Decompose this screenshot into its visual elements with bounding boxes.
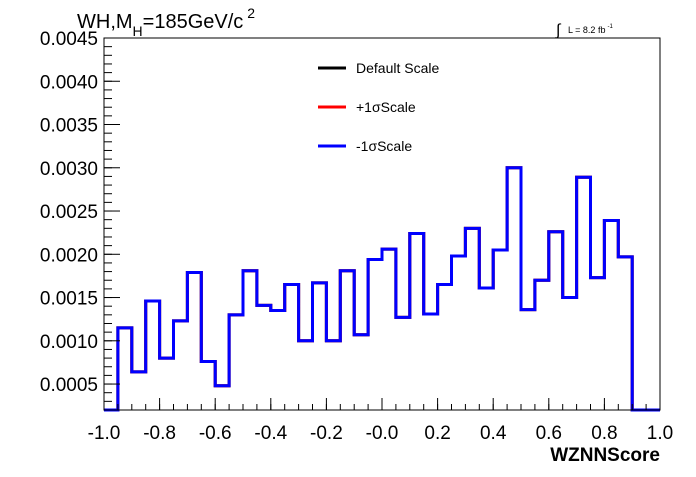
x-tick-label: 1.0 <box>647 423 673 444</box>
x-tick-label: -1.0 <box>88 423 121 444</box>
integral-symbol: ∫ <box>555 22 562 39</box>
y-tick-label: 0.0010 <box>40 332 98 353</box>
x-tick-label: 0.4 <box>480 423 507 444</box>
legend-label: -1σScale <box>356 138 412 154</box>
x-tick-label: 0.2 <box>424 423 450 444</box>
x-tick-label: -0.6 <box>199 423 232 444</box>
x-tick-label: -0.8 <box>143 423 176 444</box>
x-tick-label: -0.2 <box>310 423 343 444</box>
legend-label: Default Scale <box>356 60 439 76</box>
x-tick-label: 0.8 <box>591 423 617 444</box>
x-tick-label: -0.0 <box>366 423 399 444</box>
y-tick-label: 0.0005 <box>40 375 98 396</box>
y-tick-label: 0.0035 <box>40 116 98 137</box>
y-tick-label: 0.0040 <box>40 72 98 93</box>
series-layer <box>104 166 660 412</box>
y-axis: 0.0005 0.0010 0.0015 0.0020 0.0025 0.0030 0.00… <box>40 29 120 411</box>
y-tick-label: 0.0015 <box>40 289 98 310</box>
y-tick-label: 0.0045 <box>40 29 98 50</box>
luminosity-label: L = 8.2 fb -1 <box>568 24 613 35</box>
y-tick-label: 0.0020 <box>40 245 98 266</box>
x-axis: -1.0 -0.8 -0.6 -0.4 -0.2 -0.0 0.2 0.4 0.6 0.8 1.0 <box>88 398 673 444</box>
x-tick-label: 0.6 <box>536 423 562 444</box>
y-tick-label: 0.0030 <box>40 159 98 180</box>
x-axis-title: WZNNScore <box>550 445 660 466</box>
legend: Default Scale +1σScale -1σScale <box>318 60 439 154</box>
legend-label: +1σScale <box>356 99 416 115</box>
y-tick-label: 0.0025 <box>40 202 98 223</box>
x-tick-label: -0.4 <box>254 423 287 444</box>
chart-title: WH,MH=185GeV/c 2 <box>77 5 255 39</box>
series-line-2 <box>104 166 660 412</box>
